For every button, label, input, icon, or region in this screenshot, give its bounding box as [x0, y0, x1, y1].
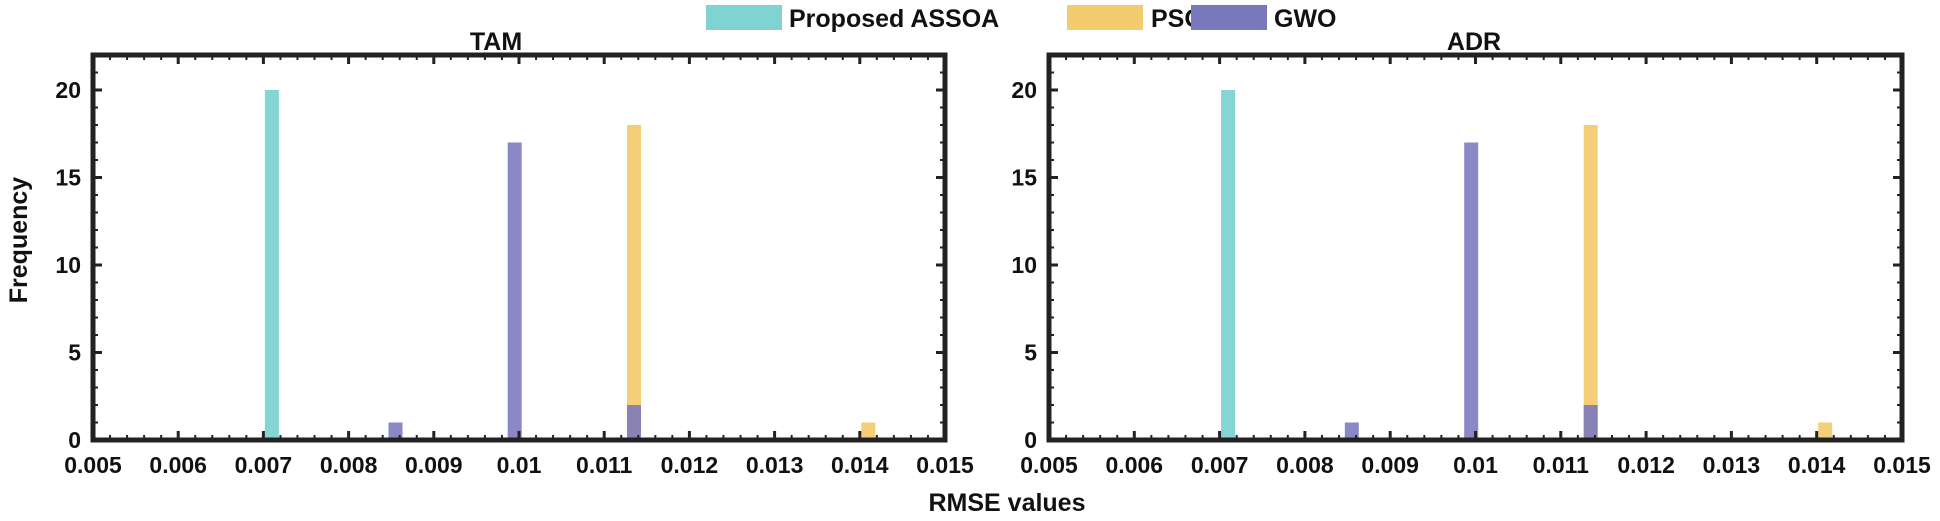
bar-proposed-assoa-0 — [264, 90, 279, 440]
y-tick-label: 10 — [55, 252, 81, 278]
x-tick-labels: 0.005 0.006 0.007 0.008 0.009 0.01 0.011 0.012 0… — [1020, 452, 1931, 478]
x-tick-label: 0.011 — [1533, 452, 1589, 478]
x-tick-label: 0.012 — [661, 452, 719, 478]
x-tick-label: 0.011 — [576, 452, 632, 478]
x-tick-label: 0.007 — [235, 452, 293, 478]
y-tick-label: 20 — [55, 77, 81, 103]
y-tick-label: 0 — [68, 427, 81, 453]
panel-bars — [264, 90, 876, 440]
panel-frame — [1046, 52, 1905, 443]
panel-frame — [90, 52, 948, 443]
x-tick-label: 0.013 — [746, 452, 804, 478]
x-tick-label: 0.015 — [916, 452, 974, 478]
bar-proposed-assoa-0 — [1221, 90, 1236, 440]
x-tick-label: 0.01 — [1453, 452, 1498, 478]
x-tick-label: 0.008 — [320, 452, 378, 478]
y-tick-label: 0 — [1024, 427, 1037, 453]
bar-pso-0 — [1583, 125, 1598, 440]
x-tick-label: 0.006 — [1106, 452, 1164, 478]
panel-tam: TAM 0.005 0.006 0.007 0.008 0.009 0.01 0.011 0.… — [55, 28, 974, 478]
panel-adr: ADR 0.005 0.006 0.007 0.008 0.009 0.01 0.011 0.… — [1011, 28, 1931, 478]
bar-pso-1 — [861, 422, 876, 440]
bar-gwo-1 — [1464, 142, 1479, 440]
x-tick-label: 0.006 — [149, 452, 207, 478]
x-axis-label: RMSE values — [928, 489, 1085, 517]
x-tick-label: 0.01 — [497, 452, 542, 478]
bar-gwo-1 — [507, 142, 522, 440]
x-tick-label: 0.013 — [1703, 452, 1761, 478]
x-tick-label: 0.009 — [1361, 452, 1419, 478]
x-tick-labels: 0.005 0.006 0.007 0.008 0.009 0.01 0.011 0.012 0… — [64, 452, 974, 478]
bar-gwo-2 — [627, 405, 641, 440]
x-tick-label: 0.014 — [831, 452, 889, 478]
panel-bars — [1221, 90, 1833, 440]
y-tick-label: 15 — [55, 165, 81, 191]
x-tick-label: 0.014 — [1788, 452, 1846, 478]
x-tick-label: 0.008 — [1276, 452, 1334, 478]
legend-label-gwo: GWO — [1274, 5, 1337, 33]
y-tick-labels: 0 5 10 15 20 — [1011, 77, 1037, 453]
panel-title: ADR — [1447, 28, 1501, 56]
x-tick-label: 0.007 — [1191, 452, 1249, 478]
y-tick-label: 20 — [1011, 77, 1037, 103]
y-tick-label: 15 — [1011, 165, 1037, 191]
x-tick-label: 0.012 — [1617, 452, 1675, 478]
legend: Proposed ASSOA PSO GWO — [706, 5, 1337, 33]
y-tick-label: 10 — [1011, 252, 1037, 278]
legend-swatch-pso — [1067, 5, 1143, 30]
bar-gwo-2 — [1583, 405, 1598, 440]
bar-pso-0 — [627, 125, 641, 440]
x-tick-label: 0.009 — [405, 452, 463, 478]
y-tick-label: 5 — [1024, 340, 1037, 366]
legend-swatch-assoa — [706, 5, 782, 30]
y-axis-label: Frequency — [5, 177, 33, 304]
y-tick-labels: 0 5 10 15 20 — [55, 77, 81, 453]
panel-title: TAM — [470, 28, 522, 56]
legend-swatch-gwo — [1191, 5, 1267, 30]
x-tick-label: 0.005 — [1020, 452, 1078, 478]
x-tick-label: 0.015 — [1873, 452, 1931, 478]
bar-pso-1 — [1818, 422, 1833, 440]
y-tick-label: 5 — [68, 340, 81, 366]
legend-label-assoa: Proposed ASSOA — [789, 5, 999, 33]
x-tick-label: 0.005 — [64, 452, 122, 478]
